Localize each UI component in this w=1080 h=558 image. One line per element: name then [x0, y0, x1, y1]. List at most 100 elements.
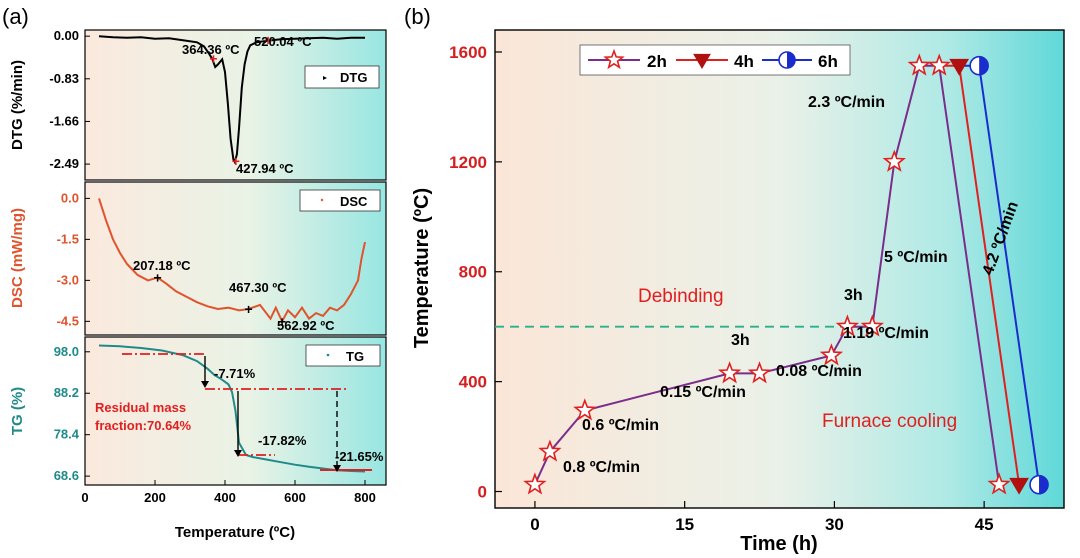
series-line-dsc — [98, 198, 366, 324]
dtg-plot-area — [84, 29, 387, 181]
data-point-2h — [907, 53, 931, 76]
dsc-ylabel: DSC (mW/mg) — [9, 208, 26, 308]
peak-label: 520.04 ºC — [254, 34, 312, 49]
rate-label: 3h — [844, 287, 863, 304]
y-tick-label: -1.5 — [57, 231, 79, 246]
data-point-2h — [987, 472, 1011, 495]
series-line-dtg — [98, 35, 365, 165]
legend-2h-label: 2h — [647, 52, 667, 71]
data-point-2h — [717, 361, 742, 384]
residual-mass-label: Residual mass — [95, 400, 186, 415]
arrow-head — [333, 465, 341, 472]
rate-label: 2.3 ºC/min — [808, 94, 885, 111]
rate-label: 0.6 ºC/min — [582, 417, 659, 434]
peak-label: 467.30 ºC — [229, 280, 287, 295]
rate-label: 0.08 ºC/min — [776, 363, 862, 380]
peak-marker: + — [153, 270, 161, 286]
y-tick-label: 98.0 — [54, 344, 79, 359]
dsc-chart: 0.0-1.5-3.0-4.5+207.18 ºC+467.30 ºC+562.… — [57, 190, 366, 333]
legend-marker-6h-fill — [787, 52, 795, 68]
rate-label: 3h — [731, 332, 750, 349]
data-point-2h — [538, 439, 562, 462]
schedule-legend: 2h 4h 6h — [579, 44, 851, 76]
peak-label: 207.18 ºC — [133, 258, 191, 273]
y-tick-label: -2.49 — [49, 156, 79, 171]
dsc-legend-label: DSC — [340, 194, 368, 209]
panel-label-a: (a) — [2, 4, 29, 29]
rate-label: 1.19 ºC/min — [843, 325, 929, 342]
x-tick-label: 30 — [825, 515, 844, 534]
y-tick-label: 1200 — [449, 153, 487, 172]
peak-label: 364.36 ºC — [182, 42, 240, 57]
furnace-cooling-label: Furnace cooling — [822, 411, 957, 432]
dsc-legend: DSC — [299, 189, 381, 212]
x-tick-label: 800 — [354, 490, 376, 505]
data-point-6h-fill — [979, 56, 989, 75]
data-point-4h — [949, 58, 970, 76]
x-tick-label: 400 — [214, 490, 236, 505]
y-tick-label: 0.0 — [61, 190, 79, 205]
x-tick-label: 600 — [284, 490, 306, 505]
dtg-ylabel: DTG (%/min) — [9, 60, 26, 150]
x-tick-label: 200 — [144, 490, 166, 505]
data-point-2h — [819, 343, 844, 366]
dtg-chart: 0.00-0.83-1.66-2.49+364.36 ºC+520.04 ºC+… — [49, 28, 365, 176]
data-point-2h — [860, 314, 884, 337]
peak-marker: + — [244, 301, 252, 317]
tg-legend: TG — [305, 344, 381, 367]
peak-label: 427.94 ºC — [236, 161, 294, 176]
data-point-6h-fill — [1039, 475, 1049, 494]
y-tick-label: 800 — [459, 263, 487, 282]
rate-label: 0.8 ºC/min — [563, 459, 640, 476]
y-tick-label: -1.66 — [49, 113, 79, 128]
y-tick-label: 68.6 — [54, 468, 79, 483]
y-tick-label: 78.4 — [54, 427, 80, 442]
y-tick-label: 0.00 — [54, 28, 79, 43]
peak-marker: + — [278, 313, 286, 329]
data-point-2h — [747, 361, 772, 384]
data-point-2h — [523, 472, 547, 495]
legend-marker-4h — [693, 53, 711, 69]
data-point-2h — [835, 314, 860, 337]
tg-ylabel: TG (%) — [9, 387, 26, 435]
legend-4h-label: 4h — [734, 52, 754, 71]
y-tick-label: -0.83 — [49, 71, 79, 86]
data-point-2h — [573, 398, 597, 421]
dtg-legend: DTG — [304, 65, 380, 89]
debinding-label: Debinding — [638, 286, 724, 307]
schedule-xlabel: Time (h) — [740, 533, 817, 555]
schedule-ylabel: Temperature (ºC) — [411, 188, 433, 348]
residual-mass-label: fraction:70.64% — [95, 418, 192, 433]
panel-label-b: (b) — [404, 4, 431, 29]
data-point-2h — [927, 53, 951, 76]
x-tick-label: 0 — [81, 490, 88, 505]
tg-chart: 98.0 88.2 78.4 68.60 200 400 600 800 -7.71% -17.8… — [54, 344, 384, 505]
x-tick-label: 45 — [975, 515, 994, 534]
tg-xlabel: Temperature (ºC) — [175, 524, 295, 541]
y-tick-label: 400 — [459, 373, 487, 392]
arrow-head — [234, 450, 242, 457]
legend-marker-2h — [603, 48, 625, 70]
dtg-legend-label: DTG — [340, 70, 367, 85]
y-tick-label: -4.5 — [57, 313, 79, 328]
data-point-4h — [1009, 477, 1029, 495]
mass-loss-label: -21.65% — [335, 449, 384, 464]
y-tick-label: 0 — [478, 483, 487, 502]
y-tick-label: 88.2 — [54, 385, 79, 400]
mass-loss-label: -17.82% — [258, 433, 307, 448]
y-tick-label: -3.0 — [57, 272, 79, 287]
schedule-plot-area — [494, 29, 1065, 509]
tg-legend-label: TG — [346, 349, 364, 364]
peak-label: 562.92 ºC — [277, 318, 335, 333]
rate-label: 5 ºC/min — [884, 249, 948, 266]
arrow-head — [201, 381, 209, 388]
schedule-chart: 0 15 30 45 0 400 800 1200 1600 Debinding 0.8 ºC/mi… — [449, 43, 1049, 534]
peak-marker: + — [232, 153, 240, 169]
mass-loss-label: -7.71% — [214, 366, 256, 381]
x-tick-label: 0 — [530, 515, 539, 534]
x-tick-label: 15 — [675, 515, 694, 534]
peak-marker: + — [264, 32, 272, 48]
rate-label: 0.15 ºC/min — [660, 384, 746, 401]
legend-6h-label: 6h — [818, 52, 838, 71]
